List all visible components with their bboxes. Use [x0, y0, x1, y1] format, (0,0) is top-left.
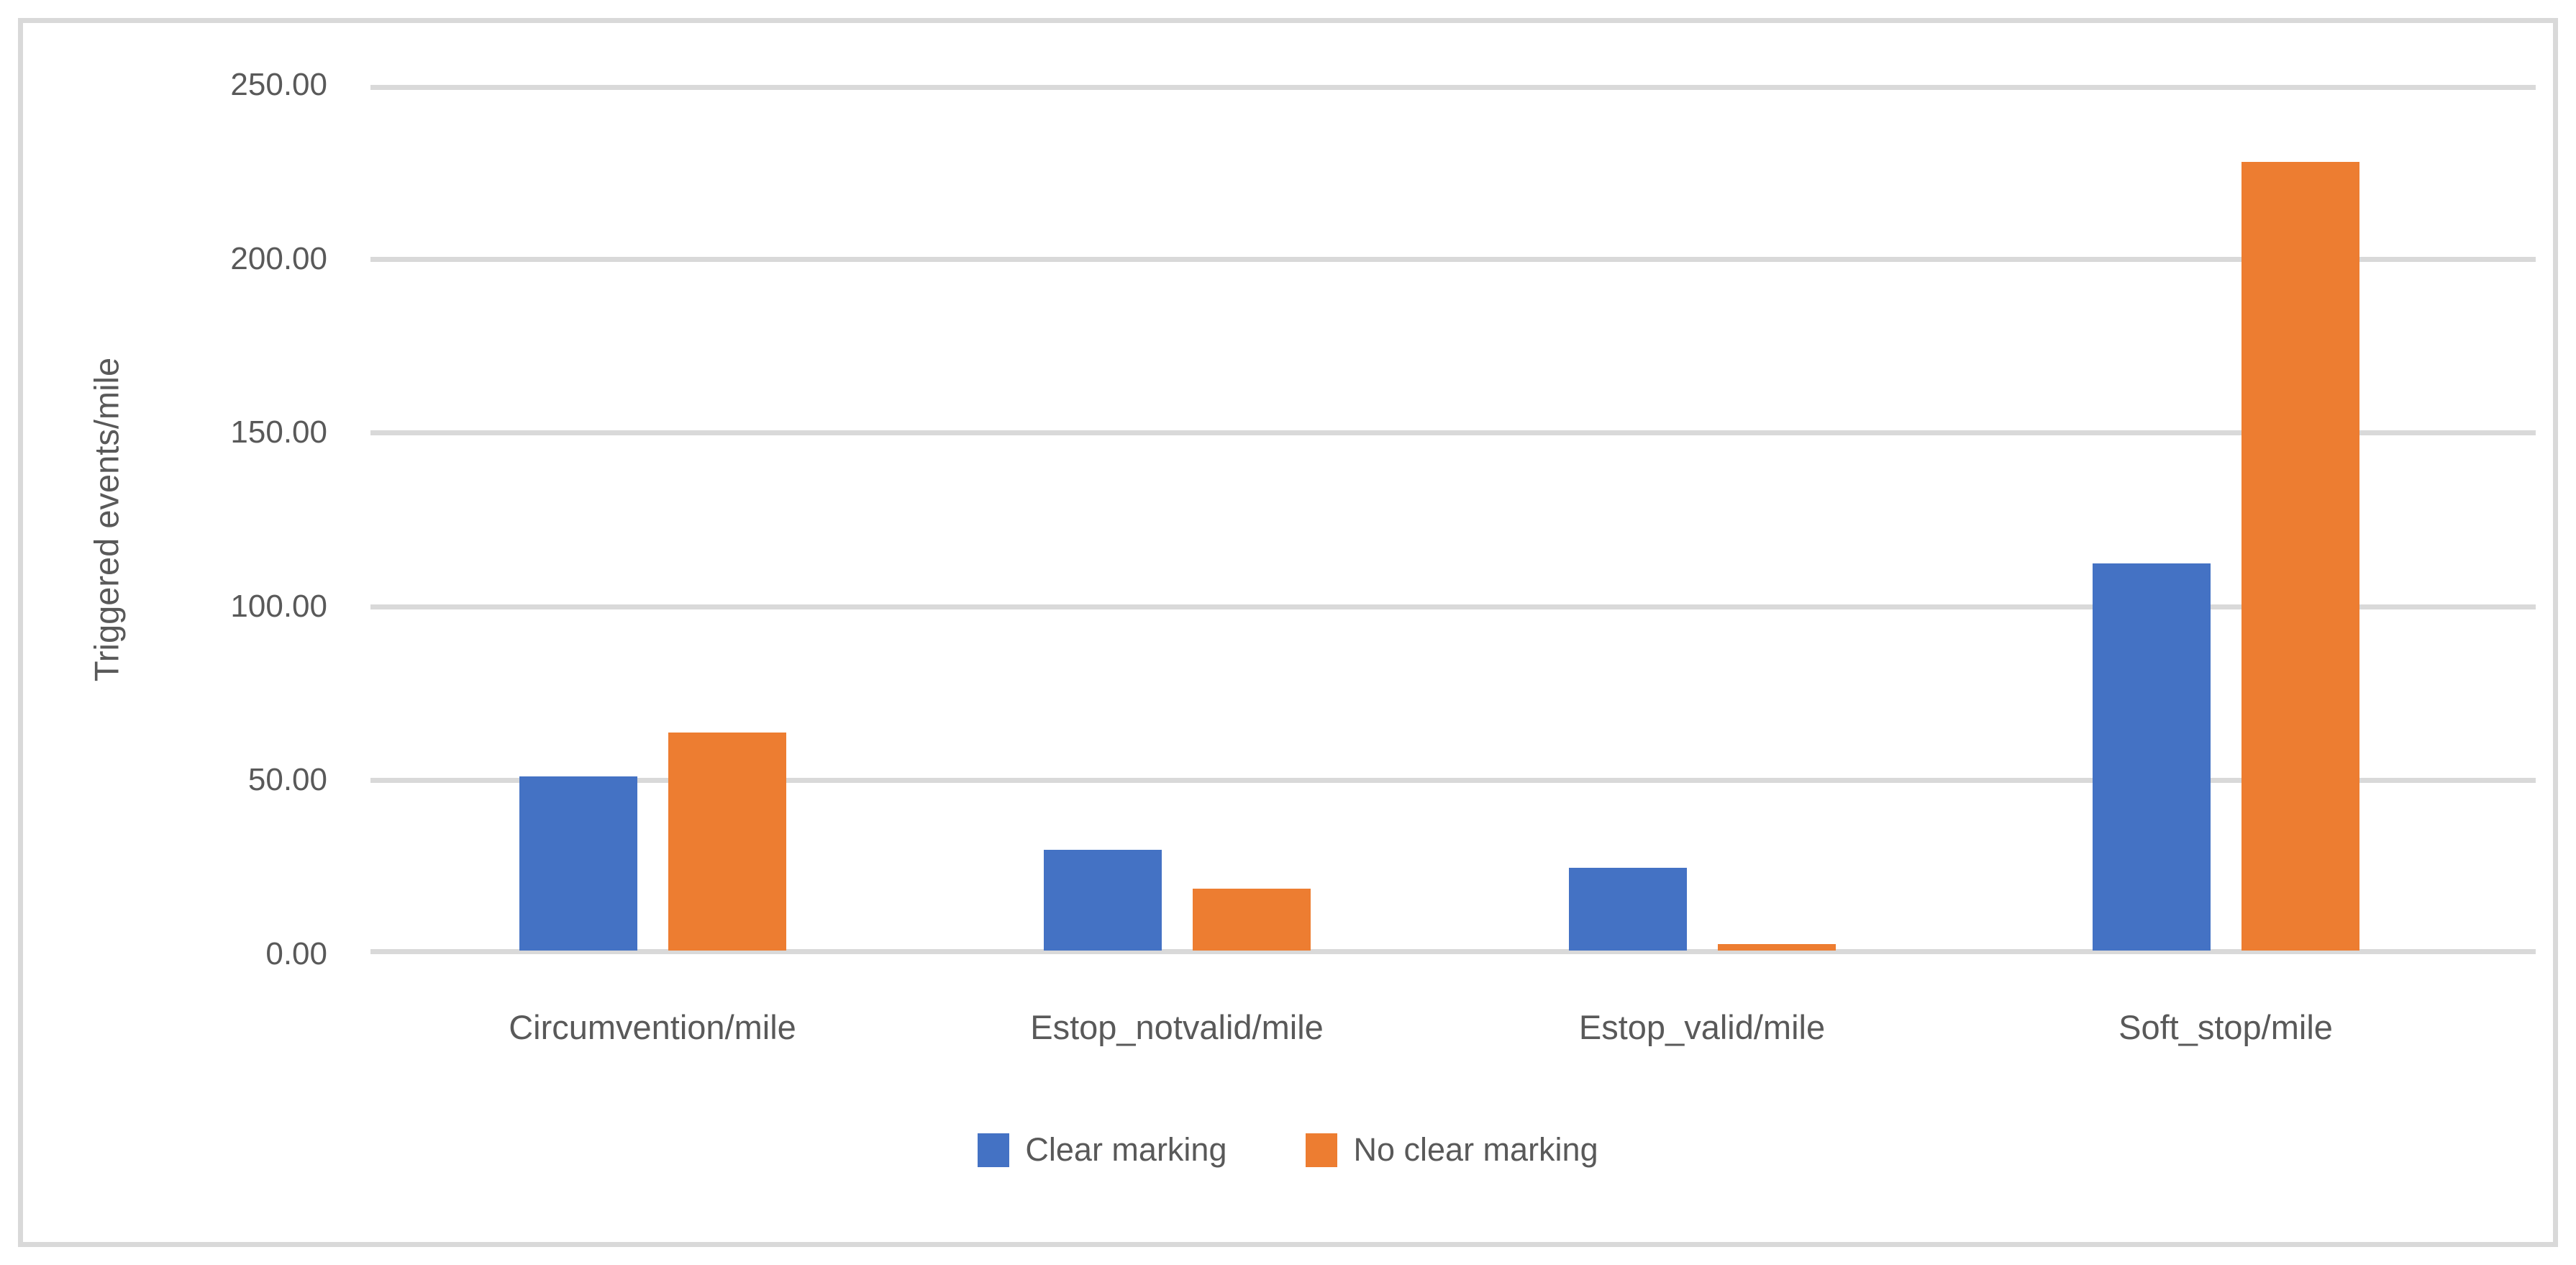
bar-no-clear-marking-circumvention-mile	[668, 733, 786, 951]
legend-swatch-icon	[1306, 1133, 1338, 1167]
bar-clear-marking-estop-notvalid-mile	[1043, 849, 1162, 951]
x-axis-label: Estop_valid/mile	[1578, 1008, 1826, 1046]
x-axis-label: Soft_stop/mile	[2118, 1008, 2333, 1046]
legend-label: No clear marking	[1353, 1131, 1598, 1168]
gridline-150.00	[370, 430, 2536, 436]
y-tick-label: 200.00	[230, 240, 327, 276]
legend-item-no-clear-marking: No clear marking	[1306, 1131, 1598, 1169]
gridline-250.00	[370, 85, 2536, 90]
x-axis-label: Estop_notvalid/mile	[1030, 1008, 1324, 1046]
gridline-0.00	[370, 949, 2536, 954]
bar-no-clear-marking-estop-valid-mile	[1717, 943, 1836, 951]
bar-no-clear-marking-soft-stop-mile	[2241, 162, 2359, 951]
bar-no-clear-marking-estop-notvalid-mile	[1192, 889, 1311, 951]
gridline-50.00	[370, 778, 2536, 784]
bar-clear-marking-circumvention-mile	[519, 776, 637, 951]
legend-label: Clear marking	[1025, 1131, 1227, 1168]
plot-area	[370, 85, 2536, 954]
bar-clear-marking-estop-valid-mile	[1568, 868, 1687, 951]
y-tick-label: 0.00	[265, 936, 327, 971]
y-tick-label: 50.00	[247, 762, 327, 798]
legend-swatch-icon	[978, 1133, 1010, 1167]
y-tick-label: 100.00	[230, 588, 327, 624]
y-axis-title: Triggered events/mile	[87, 357, 126, 682]
y-tick-label: 250.00	[230, 67, 327, 102]
gridline-200.00	[370, 256, 2536, 262]
bar-clear-marking-soft-stop-mile	[2092, 563, 2211, 951]
legend-item-clear-marking: Clear marking	[978, 1131, 1226, 1169]
x-axis-label: Circumvention/mile	[509, 1008, 796, 1046]
gridline-100.00	[370, 604, 2536, 609]
y-tick-label: 150.00	[230, 414, 327, 450]
legend: Clear marking No clear marking	[0, 1131, 2576, 1169]
